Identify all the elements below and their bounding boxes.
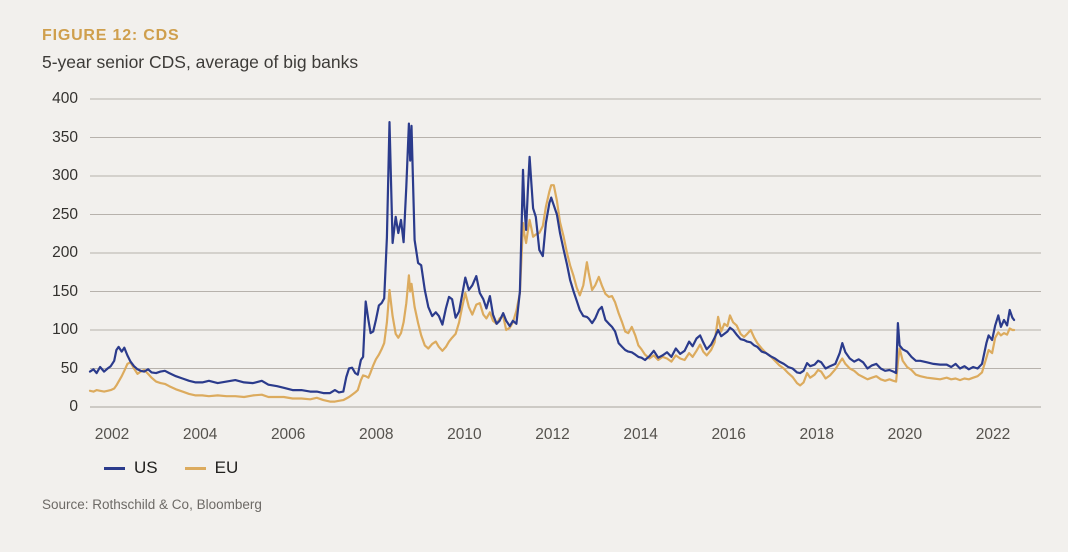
series-line-eu (88, 184, 1016, 403)
legend-item-eu: EU (184, 458, 239, 478)
x-tick-label-2020: 2020 (887, 426, 923, 443)
x-tick-label-2006: 2006 (270, 426, 306, 443)
y-tick-label-100: 100 (52, 321, 78, 338)
y-tick-label-0: 0 (69, 398, 78, 415)
legend-swatch-us (104, 466, 125, 470)
x-tick-label-2022: 2022 (975, 426, 1011, 443)
x-tick-label-2016: 2016 (711, 426, 746, 443)
x-tick-label-2012: 2012 (535, 426, 570, 443)
x-tick-label-2018: 2018 (799, 426, 835, 443)
x-tick-label-2002: 2002 (94, 426, 130, 443)
source-note: Source: Rothschild & Co, Bloomberg (42, 497, 262, 512)
y-tick-label-150: 150 (52, 282, 78, 300)
legend-swatch-eu (184, 466, 206, 470)
x-tick-label-2014: 2014 (623, 426, 658, 443)
chart-legend: US EU (104, 457, 238, 479)
y-tick-label-50: 50 (60, 359, 78, 377)
y-tick-label-300: 300 (52, 167, 78, 184)
y-tick-label-200: 200 (52, 244, 78, 261)
x-tick-label-2008: 2008 (359, 426, 394, 443)
figure-subtitle: 5-year senior CDS, average of big banks (42, 52, 359, 72)
legend-label-us: US (134, 458, 158, 477)
x-tick-label-2010: 2010 (447, 426, 482, 443)
y-tick-label-400: 400 (52, 90, 78, 107)
legend-label-eu: EU (214, 458, 239, 477)
figure-title: FIGURE 12: CDS (42, 27, 180, 44)
x-tick-label-2004: 2004 (182, 426, 218, 443)
series-line-us (88, 120, 1016, 395)
legend-item-us: US (104, 458, 158, 478)
y-tick-label-250: 250 (52, 205, 78, 223)
y-tick-label-350: 350 (52, 128, 78, 146)
